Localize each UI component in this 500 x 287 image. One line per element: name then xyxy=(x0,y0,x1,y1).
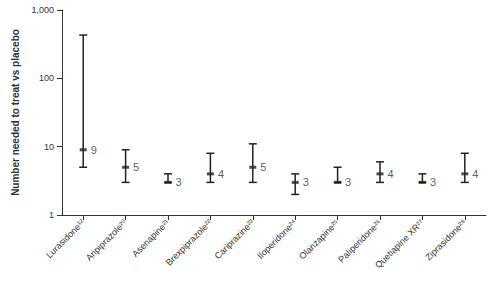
svg-text:1,000: 1,000 xyxy=(31,5,54,15)
svg-text:Asenapine²¹: Asenapine²¹ xyxy=(130,217,171,258)
svg-text:Brexpiprazole²²: Brexpiprazole²² xyxy=(164,217,214,267)
svg-text:Lurasidone¹²: Lurasidone¹² xyxy=(44,217,87,260)
svg-text:4: 4 xyxy=(388,168,394,180)
svg-text:Iloperidone²⁴: Iloperidone²⁴ xyxy=(255,217,298,260)
svg-text:1: 1 xyxy=(49,210,54,220)
svg-text:3: 3 xyxy=(345,176,351,188)
svg-text:3: 3 xyxy=(430,176,436,188)
svg-text:5: 5 xyxy=(133,161,139,173)
svg-text:Quetiapine XR²⁷: Quetiapine XR²⁷ xyxy=(373,217,426,270)
svg-text:9: 9 xyxy=(91,144,97,156)
svg-text:3: 3 xyxy=(176,176,182,188)
svg-text:5: 5 xyxy=(260,161,266,173)
svg-text:4: 4 xyxy=(218,168,224,180)
svg-text:Olanzapine²⁵: Olanzapine²⁵ xyxy=(297,217,341,261)
svg-text:4: 4 xyxy=(472,168,478,180)
svg-text:Number needed to treat vs plac: Number needed to treat vs placebo xyxy=(10,29,21,196)
svg-text:100: 100 xyxy=(39,73,54,83)
svg-text:Aripiprazole²⁰: Aripiprazole²⁰ xyxy=(84,217,130,263)
svg-text:3: 3 xyxy=(303,176,309,188)
svg-text:Ziprasidone²⁸: Ziprasidone²⁸ xyxy=(423,217,468,262)
svg-text:Paliperidone²⁶: Paliperidone²⁶ xyxy=(336,217,383,264)
svg-text:Cariprazine²³: Cariprazine²³ xyxy=(213,217,257,261)
svg-text:10: 10 xyxy=(44,142,54,152)
